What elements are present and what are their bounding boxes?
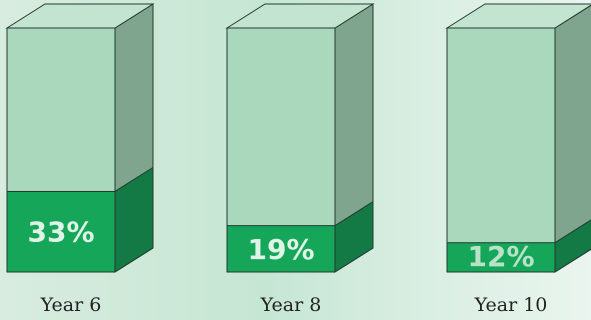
value-label-3: 12% <box>467 240 534 273</box>
bar-fill-front-1 <box>6 190 116 273</box>
bar-fill-front-2 <box>226 225 336 273</box>
category-label-2: Year 8 <box>260 294 322 316</box>
category-label-3: Year 10 <box>474 294 548 316</box>
bar-fill-front-3 <box>446 242 556 273</box>
container-front-3 <box>446 27 556 273</box>
category-label-1: Year 6 <box>40 294 102 316</box>
value-label-1: 33% <box>27 216 94 249</box>
value-label-2: 19% <box>247 233 314 266</box>
